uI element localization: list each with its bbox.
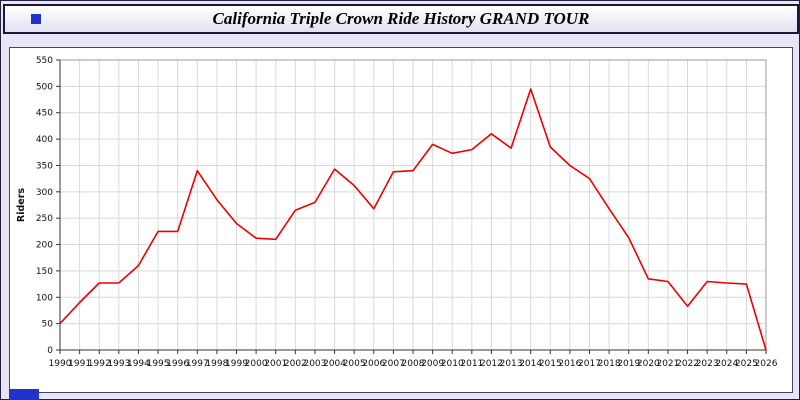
svg-text:1998: 1998 xyxy=(205,359,228,369)
svg-text:400: 400 xyxy=(36,135,53,145)
svg-text:100: 100 xyxy=(36,293,53,303)
svg-text:1996: 1996 xyxy=(166,359,189,369)
svg-text:1992: 1992 xyxy=(88,359,111,369)
svg-text:2021: 2021 xyxy=(656,359,679,369)
svg-text:2005: 2005 xyxy=(343,359,366,369)
svg-text:2011: 2011 xyxy=(460,359,483,369)
title-accent-square xyxy=(31,14,41,24)
svg-text:2017: 2017 xyxy=(578,359,601,369)
svg-text:2006: 2006 xyxy=(362,359,385,369)
svg-text:2020: 2020 xyxy=(637,359,660,369)
svg-text:1991: 1991 xyxy=(68,359,91,369)
svg-text:2008: 2008 xyxy=(402,359,425,369)
svg-text:500: 500 xyxy=(36,82,53,92)
svg-text:2010: 2010 xyxy=(441,359,464,369)
svg-text:300: 300 xyxy=(36,188,53,198)
svg-text:2019: 2019 xyxy=(617,359,640,369)
series-line-riders xyxy=(59,88,767,351)
svg-text:450: 450 xyxy=(36,109,53,119)
svg-text:2009: 2009 xyxy=(421,359,444,369)
svg-text:2018: 2018 xyxy=(598,359,621,369)
svg-text:1993: 1993 xyxy=(107,359,130,369)
svg-text:2000: 2000 xyxy=(245,359,268,369)
svg-text:250: 250 xyxy=(36,214,53,224)
svg-text:1999: 1999 xyxy=(225,359,248,369)
svg-text:2012: 2012 xyxy=(480,359,503,369)
svg-text:2022: 2022 xyxy=(676,359,699,369)
svg-text:2023: 2023 xyxy=(696,359,719,369)
svg-text:2004: 2004 xyxy=(323,359,346,369)
svg-text:2016: 2016 xyxy=(558,359,581,369)
svg-text:2001: 2001 xyxy=(264,359,287,369)
svg-text:2002: 2002 xyxy=(284,359,307,369)
svg-text:550: 550 xyxy=(36,56,53,66)
svg-text:1990: 1990 xyxy=(49,359,72,369)
svg-text:2025: 2025 xyxy=(735,359,758,369)
svg-text:2013: 2013 xyxy=(500,359,523,369)
svg-text:200: 200 xyxy=(36,241,53,251)
svg-text:2015: 2015 xyxy=(539,359,562,369)
svg-text:0: 0 xyxy=(47,346,53,356)
svg-text:2003: 2003 xyxy=(303,359,326,369)
chart-panel: 0 50 100 150 200 250 300 350 400 450 500 550 1990 199… xyxy=(9,47,793,393)
svg-text:150: 150 xyxy=(36,267,53,277)
svg-text:2024: 2024 xyxy=(715,359,738,369)
svg-text:2026: 2026 xyxy=(755,359,778,369)
svg-text:350: 350 xyxy=(36,161,53,171)
page-title: California Triple Crown Ride History GRA… xyxy=(212,9,590,28)
svg-text:1995: 1995 xyxy=(147,359,170,369)
svg-text:2007: 2007 xyxy=(382,359,405,369)
svg-text:2014: 2014 xyxy=(519,359,542,369)
svg-text:50: 50 xyxy=(42,320,54,330)
title-bar: California Triple Crown Ride History GRA… xyxy=(3,4,799,34)
svg-text:1994: 1994 xyxy=(127,359,150,369)
svg-text:1997: 1997 xyxy=(186,359,209,369)
y-axis-label: Riders xyxy=(16,188,27,223)
chart-svg: 0501001502002503003504004505005501990199… xyxy=(16,56,778,369)
bottom-accent-bar xyxy=(9,389,39,400)
